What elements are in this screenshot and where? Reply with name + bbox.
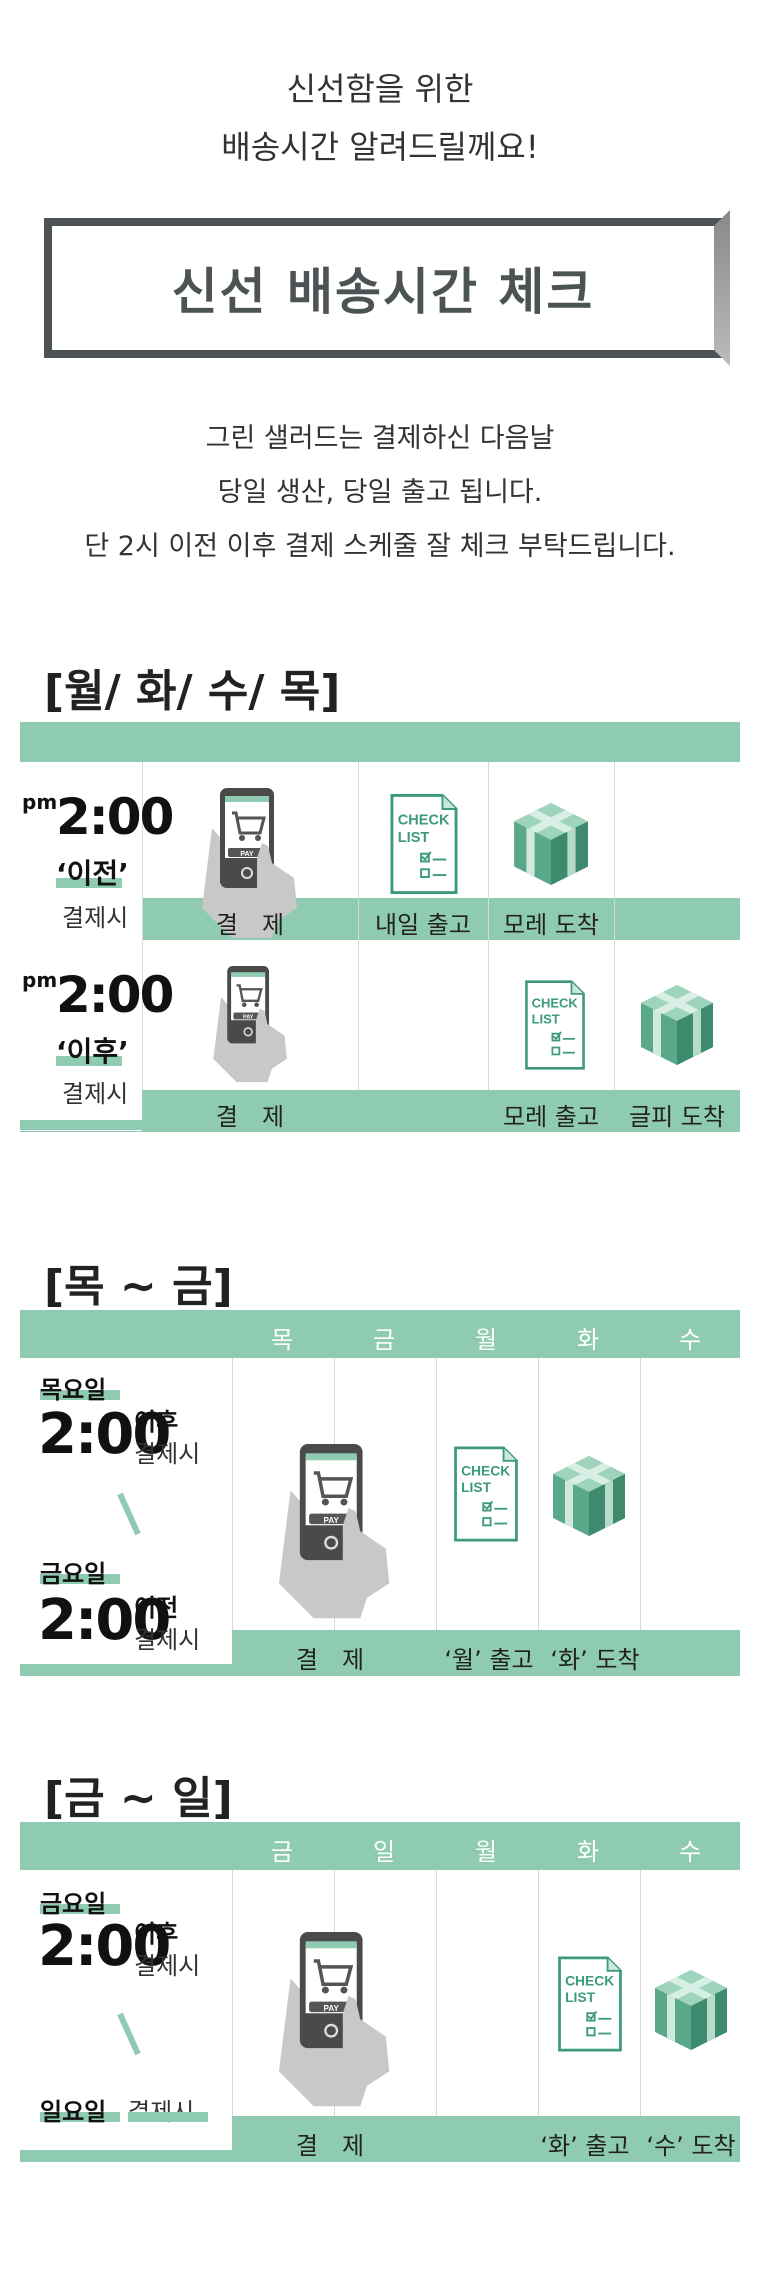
description-line-1: 그린 샐러드는 결제하신 다음날 bbox=[205, 423, 555, 454]
section3-block1-day-underline bbox=[40, 1904, 120, 1914]
section2-divider bbox=[640, 1358, 641, 1630]
section3-label-pay: 결 제 bbox=[295, 2132, 365, 2160]
section3-divider bbox=[436, 1870, 437, 2116]
gift-box-icon bbox=[641, 985, 713, 1065]
section1-row1-time: 2:00 bbox=[56, 788, 174, 846]
section2-block1-qualifier: 이후 bbox=[134, 1408, 179, 1436]
intro-line-2: 배송시간 알려드릴께요! bbox=[221, 128, 539, 166]
checklist-icon bbox=[390, 793, 458, 895]
section3-block1-sub: 결제시 bbox=[134, 1952, 201, 1980]
section3-header-bar bbox=[20, 1822, 740, 1870]
section1-row1-label-arrive: 모레 도착 bbox=[503, 911, 599, 939]
section1-row2-pm: pm bbox=[22, 968, 58, 992]
section2-block2-time: 2:00 bbox=[38, 1588, 171, 1653]
payment-phone-icon bbox=[277, 1444, 391, 1620]
section2-day-5: 수 bbox=[678, 1326, 702, 1354]
section1-row2-label-ship: 모레 출고 bbox=[503, 1103, 599, 1131]
section3-day-5: 수 bbox=[678, 1838, 702, 1866]
section3-day-3: 월 bbox=[474, 1838, 498, 1866]
section1-row2-label-arrive: 글피 도착 bbox=[629, 1103, 725, 1131]
section2-block1-day-underline bbox=[40, 1390, 120, 1400]
section2-label-ship: ‘월’ 출고 bbox=[444, 1646, 534, 1674]
section2-block2-day-underline bbox=[40, 1574, 120, 1584]
section2-footer-underline bbox=[20, 1664, 232, 1676]
section1-divider-4 bbox=[614, 762, 615, 1090]
section2-day-1: 목 bbox=[270, 1326, 294, 1354]
section2-divider bbox=[436, 1358, 437, 1630]
section3-block2-day: 일요일 bbox=[40, 2098, 107, 2126]
section2-label-arrive: ‘화’ 도착 bbox=[550, 1646, 640, 1674]
section2-block2-qualifier: 이전 bbox=[134, 1594, 179, 1622]
section1-title: [월/ 화/ 수/ 목] bbox=[44, 666, 341, 717]
section1-row2-underline bbox=[56, 1056, 122, 1066]
section1-row1-pm: pm bbox=[22, 790, 58, 814]
section2-block1-time: 2:00 bbox=[38, 1402, 171, 1467]
section3-block2-sub-underline bbox=[128, 2112, 208, 2122]
description: 그린 샐러드는 결제하신 다음날 당일 생산, 당일 출고 됩니다. 단 2시 … bbox=[0, 412, 760, 574]
section2-day-2: 금 bbox=[372, 1326, 396, 1354]
section3-day-2: 일 bbox=[372, 1838, 396, 1866]
gift-box-icon bbox=[514, 803, 588, 885]
section2-header-bar bbox=[20, 1310, 740, 1358]
section3-day-1: 금 bbox=[270, 1838, 294, 1866]
intro-text: 신선함을 위한 배송시간 알려드릴께요! bbox=[0, 60, 760, 176]
payment-phone-icon bbox=[277, 1932, 391, 2108]
section2-block2-day: 금요일 bbox=[40, 1560, 107, 1588]
section2-label-bar bbox=[232, 1630, 740, 1676]
section3-block1-qualifier: 이후 bbox=[134, 1920, 179, 1948]
section2-title: [목 ~ 금] bbox=[44, 1261, 233, 1312]
section3-footer-underline bbox=[20, 2150, 232, 2162]
section3-label-ship: ‘화’ 출고 bbox=[540, 2132, 630, 2160]
checklist-icon bbox=[454, 1446, 518, 1542]
section2-label-pay: 결 제 bbox=[295, 1646, 365, 1674]
section2-block2-sub: 결제시 bbox=[134, 1626, 201, 1654]
section3-label-arrive: ‘수’ 도착 bbox=[646, 2132, 736, 2160]
title-banner: 신선 배송시간 체크 bbox=[44, 218, 722, 358]
section1-footer-underline bbox=[20, 1120, 142, 1130]
section2-day-4: 화 bbox=[576, 1326, 600, 1354]
section3-divider bbox=[538, 1870, 539, 2116]
section3-label-bar bbox=[232, 2116, 740, 2162]
checklist-icon bbox=[525, 980, 585, 1070]
section3-divider bbox=[640, 1870, 641, 2116]
section3-day-4: 화 bbox=[576, 1838, 600, 1866]
section2-divider bbox=[232, 1358, 233, 1630]
section2-block1-sub: 결제시 bbox=[134, 1440, 201, 1468]
section1-divider-3 bbox=[488, 762, 489, 1090]
section2-divider bbox=[538, 1358, 539, 1630]
description-line-2: 당일 생산, 당일 출고 됩니다. bbox=[217, 477, 543, 508]
banner-title: 신선 배송시간 체크 bbox=[171, 263, 595, 321]
section2-block1-day: 목요일 bbox=[40, 1376, 107, 1404]
description-line-3: 단 2시 이전 이후 결제 스케줄 잘 체크 부탁드립니다. bbox=[84, 531, 676, 562]
section2-day-3: 월 bbox=[474, 1326, 498, 1354]
section1-divider-2 bbox=[358, 762, 359, 1090]
section1-row2-sub: 결제시 bbox=[62, 1080, 129, 1108]
section1-row2-qualifier: ‘이후’ bbox=[56, 1035, 129, 1068]
section1-row1-label-pay: 결 제 bbox=[215, 911, 285, 939]
section1-row1-label-ship: 내일 출고 bbox=[375, 911, 471, 939]
section3-divider bbox=[232, 1870, 233, 2116]
section3-title: [금 ~ 일] bbox=[44, 1773, 233, 1824]
payment-phone-icon bbox=[212, 966, 289, 1084]
section1-header-bar bbox=[20, 722, 740, 762]
section1-row1-qualifier: ‘이전’ bbox=[56, 857, 129, 890]
intro-line-1: 신선함을 위한 bbox=[286, 70, 474, 108]
section3-slash bbox=[117, 2012, 141, 2056]
section3-block2-day-underline bbox=[40, 2112, 120, 2122]
section3-block1-time: 2:00 bbox=[38, 1914, 171, 1979]
section1-row2-label-pay: 결 제 bbox=[215, 1103, 285, 1131]
section1-divider-1 bbox=[142, 762, 143, 1090]
checklist-icon bbox=[558, 1956, 622, 2052]
gift-box-icon bbox=[655, 1970, 727, 2050]
section1-row1-underline bbox=[56, 878, 122, 888]
section2-slash bbox=[117, 1492, 141, 1536]
section1-row2-time: 2:00 bbox=[56, 966, 174, 1024]
section1-row1-sub: 결제시 bbox=[62, 904, 129, 932]
gift-box-icon bbox=[553, 1456, 625, 1536]
section3-block1-day: 금요일 bbox=[40, 1890, 107, 1918]
